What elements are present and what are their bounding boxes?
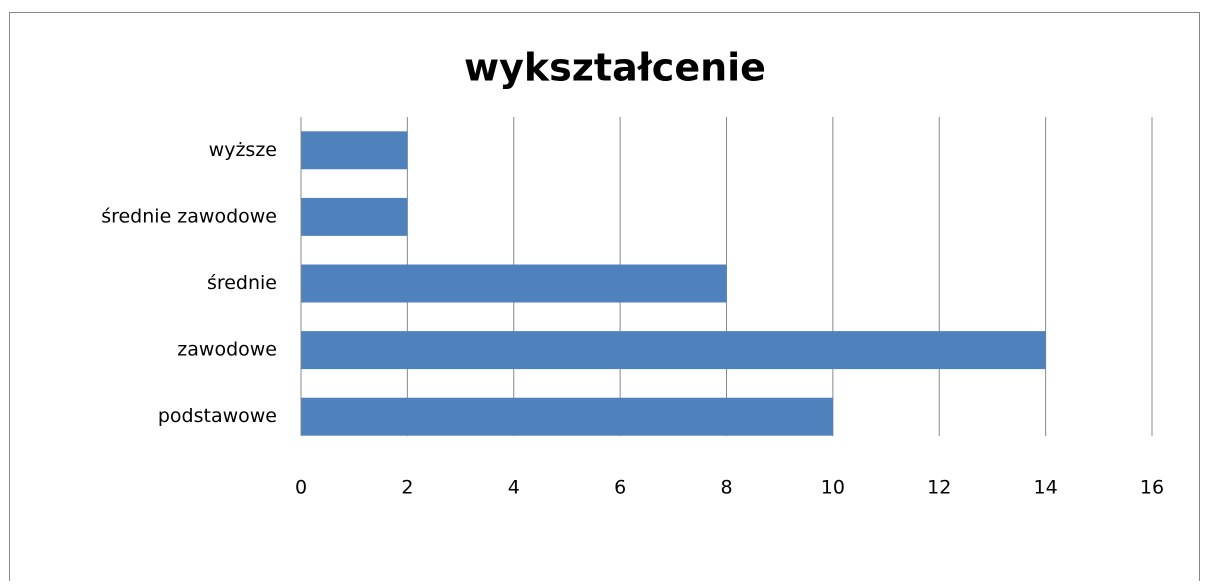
- chart-title: wykształcenie: [464, 46, 766, 90]
- bar: [301, 397, 833, 436]
- x-tick-label: 6: [614, 477, 626, 499]
- y-tick-label: wyższe: [209, 139, 277, 161]
- y-tick-label: średnie: [207, 272, 277, 294]
- x-tick-label: 16: [1140, 477, 1164, 499]
- chart-border: [9, 12, 1200, 585]
- y-tick-label: podstawowe: [158, 405, 277, 427]
- y-tick-label: średnie zawodowe: [101, 205, 277, 227]
- x-tick-label: 14: [1034, 477, 1058, 499]
- bar: [301, 131, 408, 170]
- x-tick-label: 4: [508, 477, 520, 499]
- bar: [301, 264, 727, 303]
- bar: [301, 197, 408, 236]
- x-tick-label: 8: [720, 477, 732, 499]
- y-tick-label: zawodowe: [177, 339, 277, 361]
- x-tick-label: 12: [927, 477, 951, 499]
- x-tick-label: 10: [821, 477, 845, 499]
- x-tick-label: 2: [401, 477, 413, 499]
- bar: [301, 331, 1046, 370]
- x-tick-label: 0: [295, 477, 307, 499]
